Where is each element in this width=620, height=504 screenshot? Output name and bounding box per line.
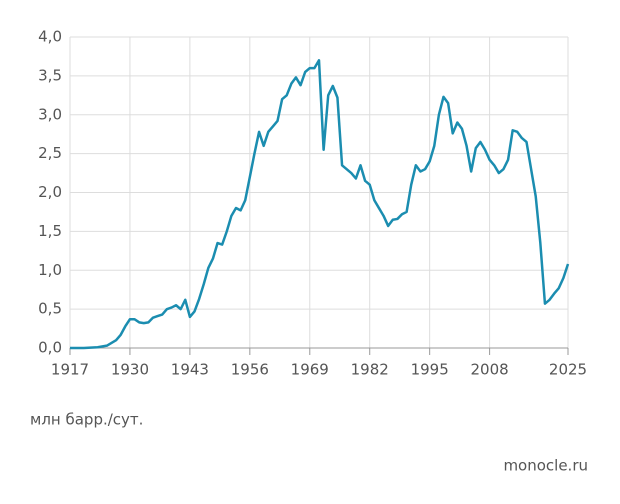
x-tick-label: 1956 — [231, 361, 269, 379]
x-tick-label: 1943 — [171, 361, 209, 379]
y-tick-label: 2,0 — [38, 183, 62, 201]
x-tick-label: 1982 — [351, 361, 389, 379]
y-tick-label: 4,0 — [38, 28, 62, 46]
y-tick-label: 0,0 — [38, 339, 62, 357]
x-tick-label: 2008 — [471, 361, 509, 379]
y-tick-label: 3,0 — [38, 105, 62, 123]
unit-label: млн барр./сут. — [30, 411, 143, 429]
y-tick-label: 1,5 — [38, 222, 62, 240]
y-tick-label: 1,0 — [38, 261, 62, 279]
x-tick-label: 1995 — [411, 361, 449, 379]
source: monocle.ru — [503, 457, 588, 475]
x-tick-label: 1930 — [111, 361, 149, 379]
x-tick-label: 1917 — [51, 361, 89, 379]
x-tick-label: 1969 — [291, 361, 329, 379]
y-tick-label: 0,5 — [38, 300, 62, 318]
y-tick-label: 3,5 — [38, 66, 62, 84]
x-tick-label: 2025 — [549, 361, 587, 379]
data-line — [70, 59, 570, 350]
y-tick-label: 2,5 — [38, 144, 62, 162]
